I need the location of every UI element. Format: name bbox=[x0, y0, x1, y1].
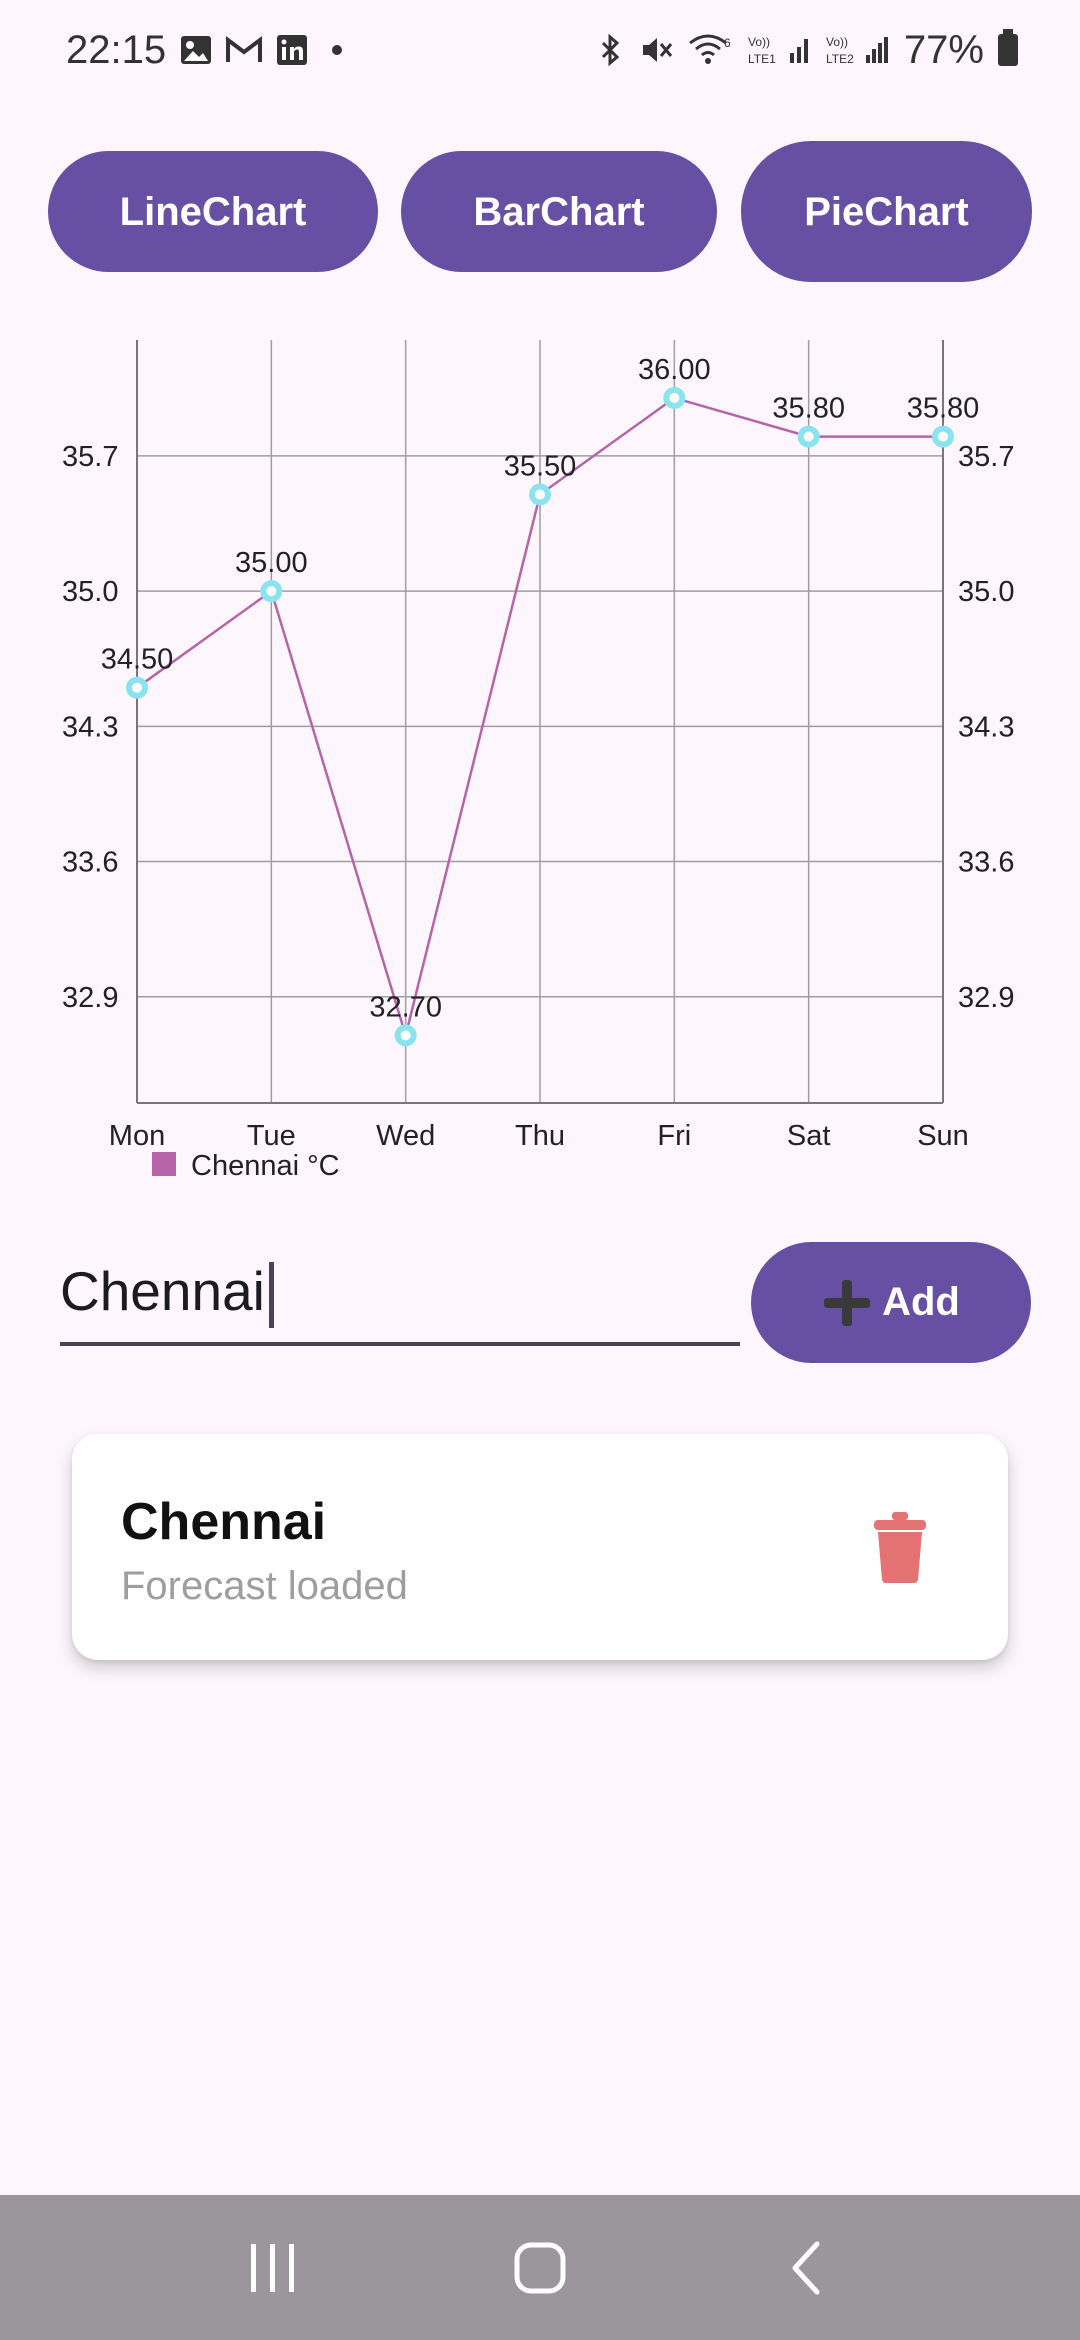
trash-icon[interactable] bbox=[872, 1510, 928, 1584]
data-label: 35.80 bbox=[772, 393, 845, 425]
y-tick-label-right: 34.3 bbox=[958, 711, 1014, 743]
add-button-label: Add bbox=[882, 1280, 960, 1324]
svg-text:LTE1: LTE1 bbox=[748, 52, 776, 66]
chart-legend: Chennai °C bbox=[152, 1150, 340, 1182]
chart-data-labels: 34.50 35.00 32.70 35.50 36.00 35.80 35.80 bbox=[101, 354, 980, 1023]
dot-icon bbox=[322, 42, 352, 58]
status-bar: 22:15 6 Vo)) LTE1 Vo)) LTE2 77% bbox=[0, 0, 1080, 100]
x-tick-label: Sat bbox=[787, 1120, 831, 1152]
bar-chart-button[interactable]: BarChart bbox=[401, 151, 717, 272]
battery-percent: 77% bbox=[903, 27, 984, 72]
data-label: 34.50 bbox=[101, 644, 174, 676]
y-tick-label-right: 35.7 bbox=[958, 441, 1014, 473]
data-label: 35.80 bbox=[907, 393, 980, 425]
pie-chart-button[interactable]: PieChart bbox=[741, 141, 1032, 282]
data-point bbox=[663, 386, 686, 409]
back-button[interactable] bbox=[767, 2228, 847, 2308]
status-time: 22:15 bbox=[66, 27, 167, 72]
chart-series bbox=[126, 386, 954, 1047]
city-input-container bbox=[60, 1240, 740, 1346]
y-tick-label-right: 33.6 bbox=[958, 847, 1014, 879]
x-tick-label: Sun bbox=[917, 1120, 969, 1152]
legend-swatch bbox=[152, 1152, 176, 1176]
x-tick-label: Thu bbox=[515, 1120, 565, 1152]
svg-text:Vo)): Vo)) bbox=[826, 35, 848, 49]
y-tick-label-right: 35.0 bbox=[958, 576, 1014, 608]
plus-icon bbox=[822, 1278, 872, 1328]
data-point bbox=[394, 1024, 417, 1047]
battery-icon bbox=[998, 29, 1018, 66]
x-tick-label: Wed bbox=[376, 1120, 435, 1152]
city-card[interactable]: Chennai Forecast loaded bbox=[72, 1434, 1008, 1660]
status-left: 22:15 bbox=[66, 28, 352, 73]
home-button[interactable] bbox=[500, 2228, 580, 2308]
data-label: 36.00 bbox=[638, 354, 711, 386]
svg-text:Vo)): Vo)) bbox=[748, 35, 770, 49]
bluetooth-icon bbox=[596, 34, 626, 66]
line-chart-button[interactable]: LineChart bbox=[48, 151, 378, 272]
x-tick-label: Tue bbox=[247, 1120, 296, 1152]
status-right: 6 Vo)) LTE1 Vo)) LTE2 77% bbox=[596, 28, 1018, 73]
chart-axes: 32.9 32.9 33.6 33.6 34.3 34.3 35.0 35.0 35.7 35.7… bbox=[62, 340, 1014, 1152]
y-tick-label-left: 34.3 bbox=[62, 711, 118, 743]
home-icon bbox=[514, 2242, 566, 2293]
legend-label: Chennai °C bbox=[191, 1150, 340, 1182]
data-label: 35.00 bbox=[235, 547, 308, 579]
data-label: 35.50 bbox=[504, 451, 577, 483]
y-tick-label-left: 33.6 bbox=[62, 847, 118, 879]
gmail-icon bbox=[226, 36, 263, 64]
y-tick-label-left: 35.7 bbox=[62, 441, 118, 473]
city-card-title: Chennai bbox=[121, 1493, 327, 1551]
data-point bbox=[126, 676, 148, 699]
mute-icon bbox=[640, 34, 674, 66]
x-tick-label: Mon bbox=[109, 1120, 165, 1152]
svg-text:LTE2: LTE2 bbox=[826, 52, 854, 66]
data-label: 32.70 bbox=[369, 991, 442, 1023]
wifi-icon: 6 bbox=[688, 33, 734, 67]
back-icon bbox=[792, 2241, 820, 2294]
navigation-bar bbox=[0, 2195, 1080, 2340]
signal-lte1-icon: Vo)) LTE1 bbox=[748, 33, 812, 67]
text-cursor bbox=[269, 1262, 274, 1328]
data-point bbox=[529, 483, 551, 506]
data-point bbox=[797, 425, 820, 448]
temperature-line-chart: 32.9 32.9 33.6 33.6 34.3 34.3 35.0 35.0 35.7 35.7… bbox=[62, 340, 1014, 1182]
city-input[interactable] bbox=[60, 1240, 740, 1342]
add-city-button[interactable]: Add bbox=[751, 1242, 1031, 1363]
recent-apps-button[interactable] bbox=[233, 2228, 313, 2308]
signal-lte2-icon: Vo)) LTE2 bbox=[826, 33, 890, 67]
image-icon bbox=[180, 35, 212, 65]
recent-apps-icon bbox=[251, 2243, 295, 2292]
linkedin-icon bbox=[276, 34, 308, 66]
data-point bbox=[932, 425, 954, 448]
y-tick-label-left: 32.9 bbox=[62, 982, 118, 1014]
y-tick-label-left: 35.0 bbox=[62, 576, 118, 608]
data-point bbox=[260, 580, 283, 603]
y-tick-label-right: 32.9 bbox=[958, 982, 1014, 1014]
city-card-status: Forecast loaded bbox=[121, 1564, 408, 1608]
svg-text:6: 6 bbox=[724, 36, 731, 50]
x-tick-label: Fri bbox=[657, 1120, 691, 1152]
